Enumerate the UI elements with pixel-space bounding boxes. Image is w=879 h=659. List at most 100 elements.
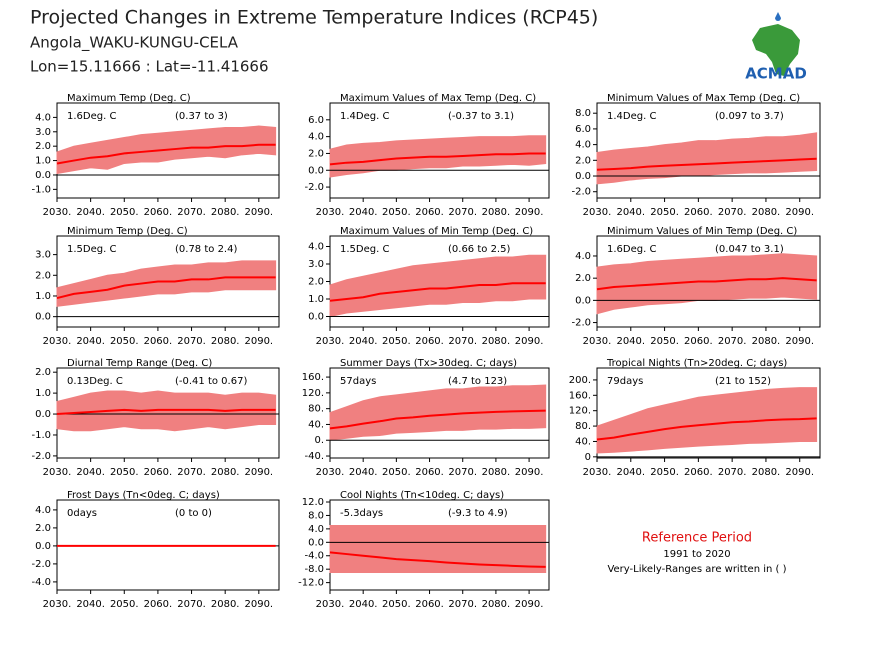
range-band bbox=[596, 387, 818, 454]
median-line bbox=[329, 409, 546, 430]
panel-annotation: -5.3days bbox=[340, 508, 383, 519]
y-tick-label: 0.0 bbox=[575, 295, 591, 306]
x-tick-label: 2060. bbox=[144, 467, 173, 478]
y-tick-label: 120. bbox=[569, 406, 591, 417]
median-line bbox=[329, 282, 546, 302]
panel-title: Maximum Values of Max Temp (Deg. C) bbox=[340, 93, 536, 104]
y-tick-label: 2.0 bbox=[35, 523, 51, 534]
panel-range: (0.097 to 3.7) bbox=[715, 111, 784, 122]
x-tick-label: 2050. bbox=[382, 599, 411, 610]
y-tick-label: -40. bbox=[304, 451, 324, 462]
range-band bbox=[329, 384, 547, 441]
x-tick-label: 2080. bbox=[482, 599, 511, 610]
x-tick-label: 2080. bbox=[211, 467, 240, 478]
x-tick-label: 2090. bbox=[515, 336, 544, 347]
x-tick-label: 2060. bbox=[415, 207, 444, 218]
y-tick-label: 4.0 bbox=[308, 242, 324, 253]
location: Angola_WAKU-KUNGU-CELA bbox=[30, 34, 239, 53]
x-tick-label: 2090. bbox=[515, 599, 544, 610]
panel-range: (0.047 to 3.1) bbox=[715, 244, 784, 255]
panel: -2.0 0.0 2.0 4.0 6.0 8.0 2030. 2040. 2050. 2060. 2… bbox=[571, 93, 821, 218]
x-tick-label: 2070. bbox=[177, 336, 206, 347]
y-tick-label: 1.0 bbox=[35, 156, 51, 167]
x-tick-label: 2030. bbox=[43, 207, 72, 218]
y-tick-label: 1.0 bbox=[308, 294, 324, 305]
y-tick-label: 200. bbox=[569, 375, 591, 386]
x-tick-label: 2060. bbox=[684, 467, 713, 478]
x-tick-label: 2050. bbox=[110, 207, 139, 218]
median-line bbox=[56, 276, 276, 300]
panel: 0.0 1.0 2.0 3.0 4.0 2030. 2040. 2050. 2060. 2070.… bbox=[308, 226, 550, 347]
x-tick-label: 2070. bbox=[448, 336, 477, 347]
x-tick-label: 2090. bbox=[244, 207, 273, 218]
x-tick-label: 2070. bbox=[718, 207, 747, 218]
x-tick-label: 2070. bbox=[448, 467, 477, 478]
median-line bbox=[329, 551, 546, 568]
panel-range: (-0.37 to 3.1) bbox=[448, 111, 514, 122]
x-tick-label: 2090. bbox=[515, 467, 544, 478]
x-tick-label: 2030. bbox=[583, 207, 612, 218]
plot-frame bbox=[56, 102, 280, 199]
panel-annotation: 1.4Deg. C bbox=[340, 111, 389, 122]
x-tick-label: 2030. bbox=[316, 207, 345, 218]
y-tick-label: 3.0 bbox=[308, 259, 324, 270]
panel-annotation: 57days bbox=[340, 376, 376, 387]
x-tick-label: 2080. bbox=[211, 336, 240, 347]
panel-title: Frost Days (Tn<0deg. C; days) bbox=[67, 490, 220, 501]
x-tick-label: 2050. bbox=[650, 467, 679, 478]
panel: -12.0 -8.0 -4.0 0.0 4.0 8.0 12.0 2030. 2040. 2050… bbox=[298, 490, 550, 610]
y-tick-label: 40. bbox=[575, 436, 591, 447]
y-tick-label: 0.0 bbox=[308, 312, 324, 323]
x-tick-label: 2050. bbox=[110, 467, 139, 478]
y-tick-label: 4.0 bbox=[308, 132, 324, 143]
x-tick-label: 2040. bbox=[349, 207, 378, 218]
panel: -4.0 -2.0 0.0 2.0 4.0 2030. 2040. 2050. 2060. 207… bbox=[31, 490, 280, 610]
y-tick-label: 3.0 bbox=[35, 250, 51, 261]
panel-range: (-0.41 to 0.67) bbox=[175, 376, 247, 387]
y-tick-label: -2.0 bbox=[31, 451, 51, 462]
x-tick-label: 2090. bbox=[244, 599, 273, 610]
panel-title: Cool Nights (Tn<10deg. C; days) bbox=[340, 490, 504, 501]
y-tick-label: 0.0 bbox=[308, 165, 324, 176]
x-tick-label: 2040. bbox=[616, 207, 645, 218]
y-tick-label: 0.0 bbox=[308, 537, 324, 548]
y-tick-label: 4.0 bbox=[575, 140, 591, 151]
panel-range: (4.7 to 123) bbox=[448, 376, 507, 387]
note-title: Reference Period bbox=[642, 531, 752, 546]
y-tick-label: -4.0 bbox=[304, 551, 324, 562]
panel-title: Diurnal Temp Range (Deg. C) bbox=[67, 358, 212, 369]
y-tick-label: 4.0 bbox=[575, 251, 591, 262]
x-tick-label: 2050. bbox=[382, 207, 411, 218]
y-tick-label: 6.0 bbox=[308, 115, 324, 126]
panel-annotation: 0days bbox=[67, 508, 97, 519]
y-tick-label: 120. bbox=[302, 388, 324, 399]
y-tick-label: 0.0 bbox=[35, 541, 51, 552]
y-tick-label: 1.0 bbox=[35, 291, 51, 302]
x-tick-label: 2060. bbox=[415, 467, 444, 478]
x-tick-label: 2050. bbox=[382, 336, 411, 347]
x-tick-label: 2040. bbox=[349, 336, 378, 347]
y-tick-label: 40. bbox=[308, 419, 324, 430]
y-tick-label: 12.0 bbox=[302, 497, 324, 508]
x-tick-label: 2080. bbox=[211, 599, 240, 610]
median-line bbox=[56, 408, 276, 416]
coordinates: Lon=15.11666 : Lat=-11.41666 bbox=[30, 58, 269, 76]
range-band bbox=[329, 525, 547, 574]
y-tick-label: -1.0 bbox=[31, 430, 51, 441]
logo: ACMAD bbox=[745, 12, 807, 83]
x-tick-label: 2060. bbox=[144, 336, 173, 347]
y-tick-label: -2.0 bbox=[31, 559, 51, 570]
x-tick-label: 2060. bbox=[684, 207, 713, 218]
page-title: Projected Changes in Extreme Temperature… bbox=[30, 7, 598, 29]
panel-title: Minimum Temp (Deg. C) bbox=[67, 226, 188, 237]
y-tick-label: 160. bbox=[302, 372, 324, 383]
x-tick-label: 2030. bbox=[316, 467, 345, 478]
panel: -1.0 0.0 1.0 2.0 3.0 4.0 2030. 2040. 2050. 2060. 2… bbox=[31, 93, 280, 218]
y-tick-label: 0.0 bbox=[575, 171, 591, 182]
y-tick-label: -2.0 bbox=[571, 187, 591, 198]
y-tick-label: -2.0 bbox=[571, 318, 591, 329]
y-tick-label: 80. bbox=[308, 404, 324, 415]
y-tick-label: -2.0 bbox=[304, 182, 324, 193]
panel-range: (0 to 0) bbox=[175, 508, 212, 519]
logo-drop bbox=[775, 12, 781, 21]
